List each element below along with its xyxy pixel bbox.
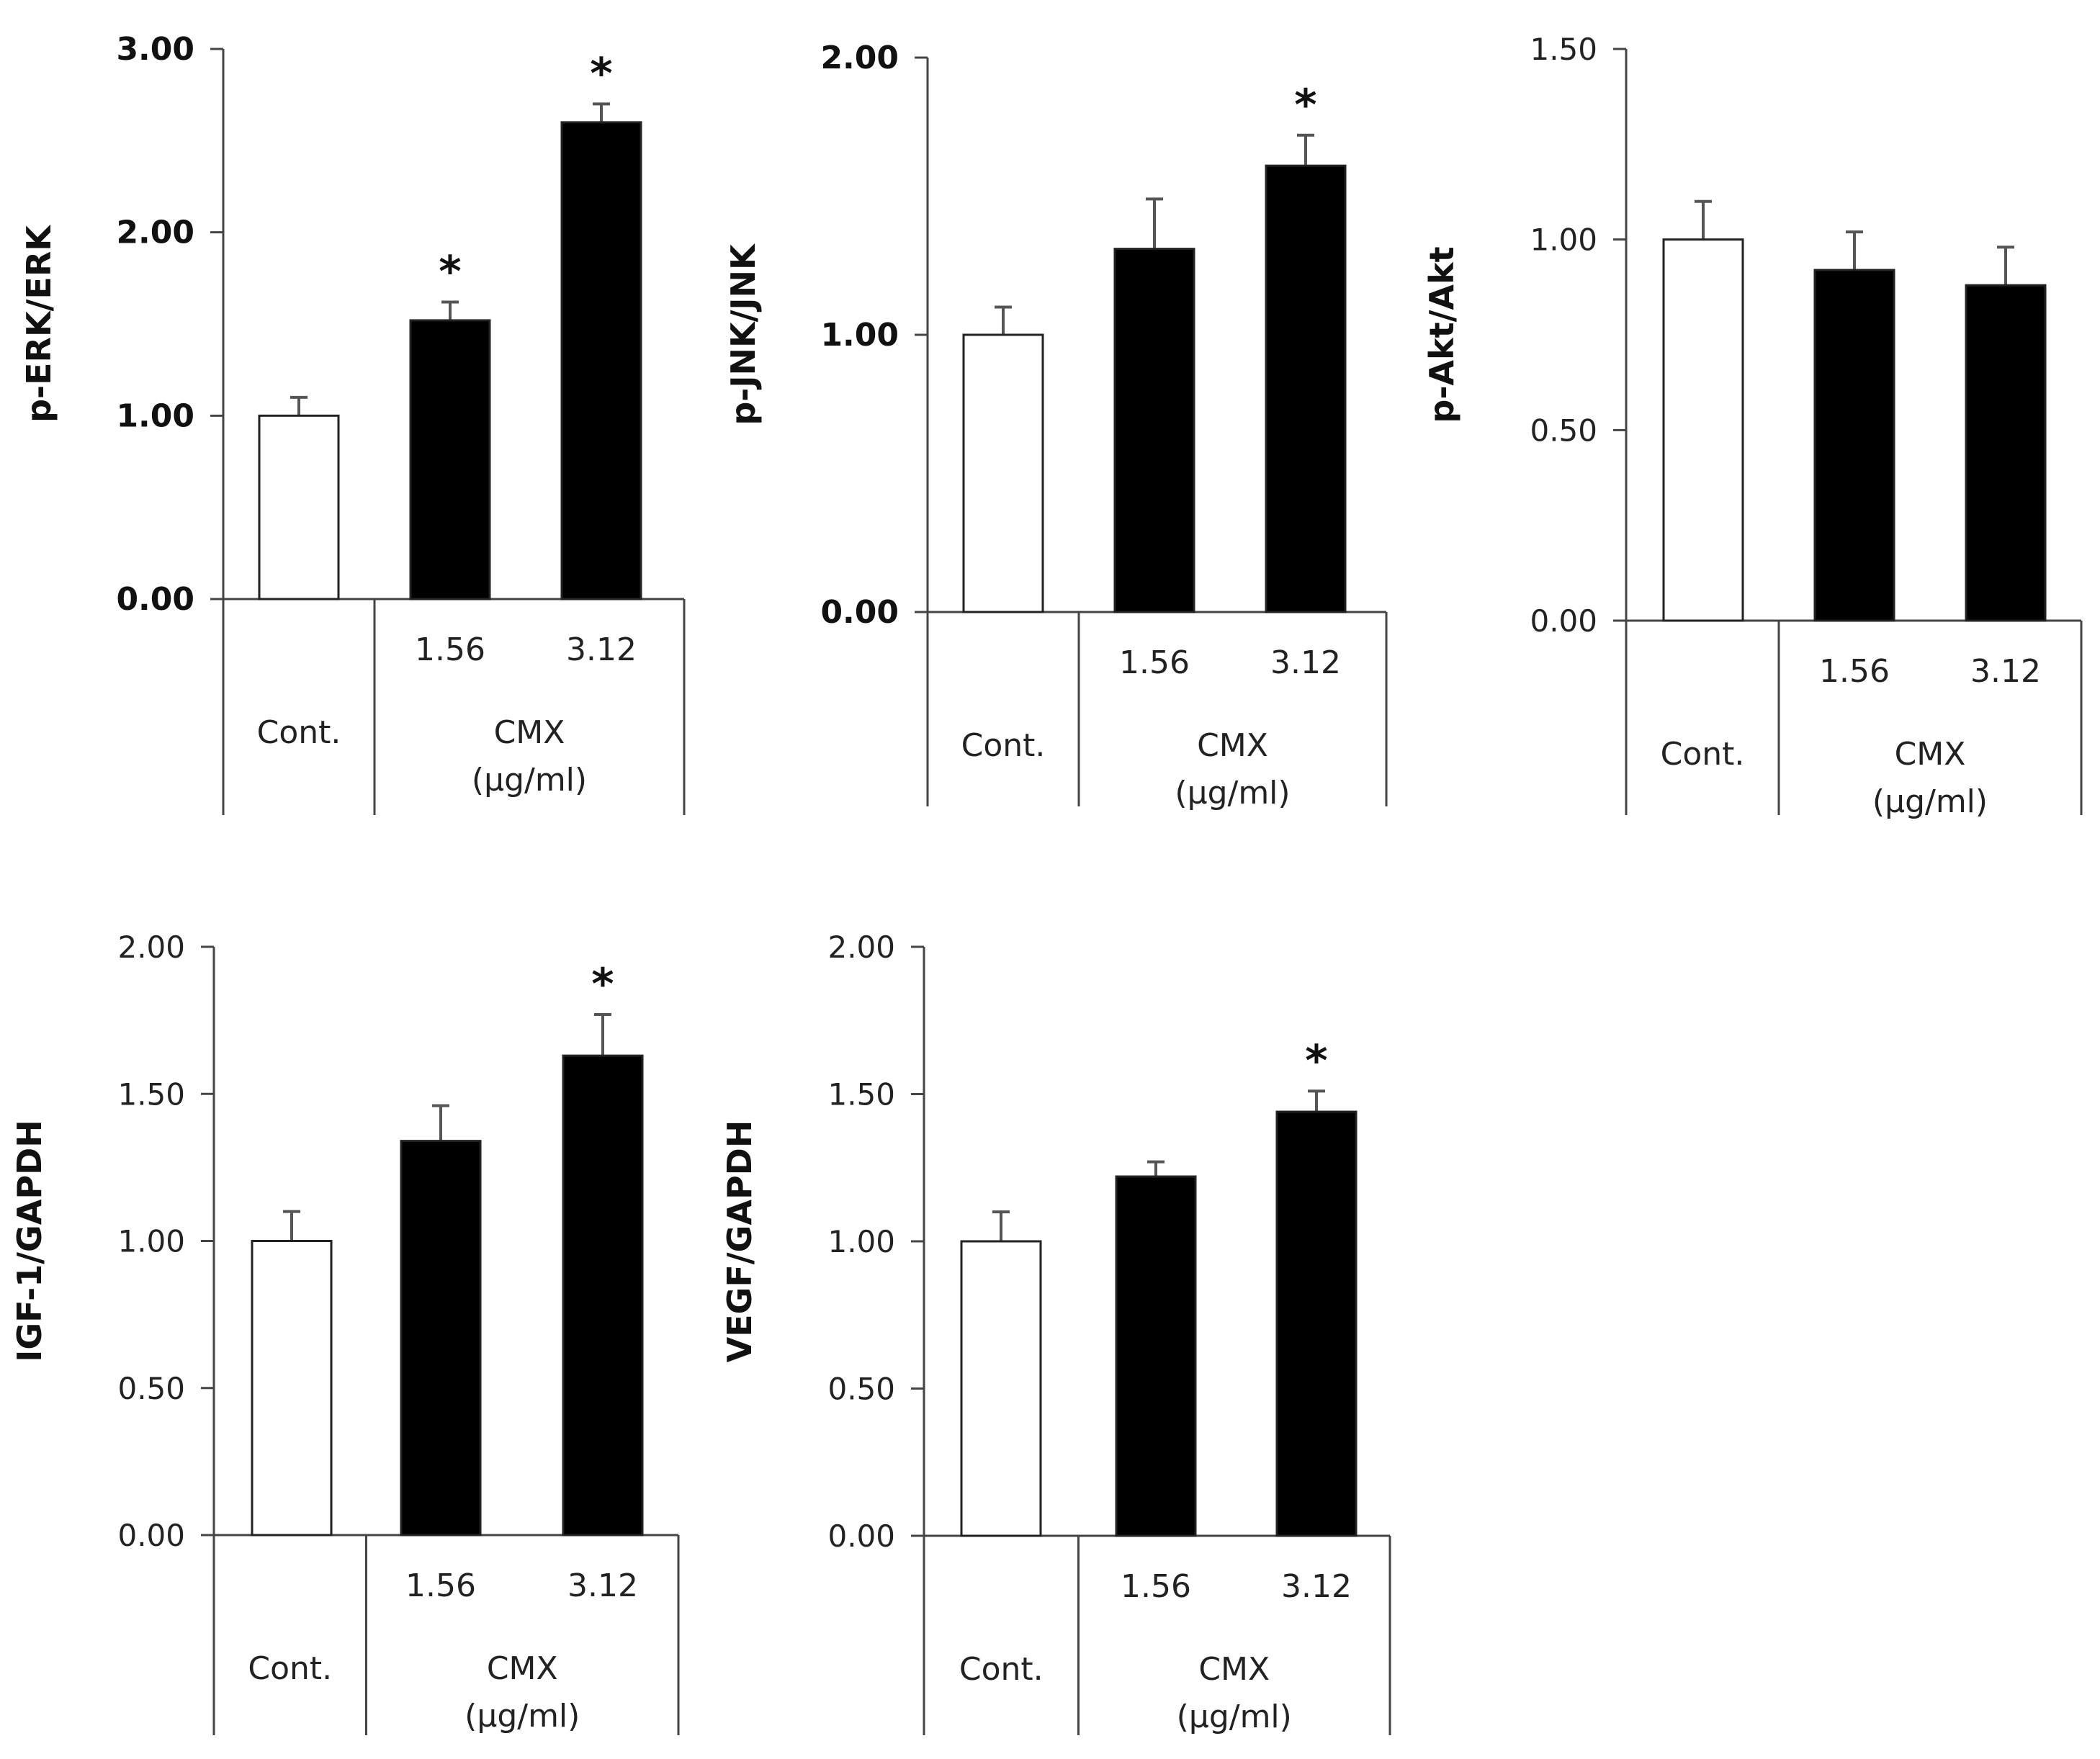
y-tick-label: 2.00	[827, 930, 895, 965]
dose-label-2: 1.56	[1121, 1568, 1191, 1605]
bar-2	[1113, 248, 1195, 613]
y-tick-label: 2.00	[117, 930, 185, 965]
bar-3	[1275, 1110, 1358, 1537]
bar-2	[1115, 1175, 1197, 1537]
y-tick-label: 3.00	[116, 31, 194, 68]
bar-2	[1813, 269, 1895, 622]
y-axis-label: p-Akt/Akt	[1422, 246, 1461, 423]
control-label: Cont.	[959, 1651, 1044, 1688]
y-tick-label: 1.00	[117, 1224, 185, 1259]
y-tick-label: 0.00	[116, 581, 194, 618]
treatment-label: CMX	[1895, 736, 1966, 773]
bar-3	[562, 1054, 644, 1537]
y-axis-label: IGF-1/GAPDH	[10, 1120, 49, 1362]
dose-label-2: 1.56	[1819, 653, 1890, 690]
control-label: Cont.	[257, 714, 341, 751]
dose-label-3: 3.12	[1970, 653, 2041, 690]
dose-label-3: 3.12	[1281, 1568, 1352, 1605]
significance-star-3: *	[590, 48, 612, 99]
significance-star-3: *	[591, 959, 614, 1009]
y-tick-label: 0.50	[117, 1371, 185, 1406]
unit-label: (µg/ml)	[1175, 775, 1290, 811]
dose-label-2: 1.56	[415, 631, 485, 668]
y-tick-label: 0.00	[1530, 603, 1597, 639]
dose-label-3: 3.12	[567, 1567, 638, 1604]
y-tick-label: 1.00	[820, 317, 899, 354]
bar-1	[258, 414, 340, 600]
bar-2	[400, 1140, 482, 1537]
y-axis-label: p-ERK/ERK	[19, 224, 58, 423]
bar-1	[962, 333, 1044, 613]
y-tick-label: 1.50	[827, 1077, 895, 1112]
bar-3	[1265, 164, 1347, 613]
treatment-label: CMX	[494, 714, 565, 751]
bar-1	[960, 1240, 1042, 1537]
chart-panel-2: 0.00 1.00 2.00 p-JNK/JNK * 1.56 3.12 Cont. CMX (µ…	[724, 40, 1388, 811]
y-tick-label: 0.50	[827, 1372, 895, 1407]
bar-3	[560, 121, 642, 600]
y-tick-label: 2.00	[116, 215, 194, 251]
y-axis-label: VEGF/GAPDH	[720, 1120, 759, 1363]
dose-label-2: 1.56	[405, 1567, 476, 1604]
unit-label: (µg/ml)	[1177, 1699, 1292, 1735]
dose-label-3: 3.12	[566, 631, 637, 668]
y-tick-label: 1.50	[117, 1076, 185, 1112]
y-axis-label: p-JNK/JNK	[724, 243, 763, 426]
significance-star-3: *	[1294, 80, 1316, 130]
chart-panel-1: 0.00 1.00 2.00 3.00 p-ERK/ERK * * 1.56 3.12 Cont.…	[19, 31, 686, 815]
y-tick-label: 1.00	[1530, 222, 1597, 258]
y-tick-label: 0.00	[820, 594, 899, 631]
bar-1	[1662, 238, 1744, 622]
treatment-label: CMX	[1198, 1651, 1270, 1688]
y-tick-label: 1.00	[116, 397, 194, 434]
control-label: Cont.	[1661, 736, 1745, 773]
bar-3	[1965, 284, 2047, 622]
control-label: Cont.	[248, 1650, 332, 1687]
control-label: Cont.	[961, 727, 1046, 764]
significance-star-3: *	[1305, 1035, 1327, 1086]
y-tick-label: 0.00	[827, 1519, 895, 1554]
significance-star-2: *	[439, 246, 461, 297]
y-tick-label: 0.50	[1530, 413, 1597, 448]
y-tick-label: 0.00	[117, 1518, 185, 1553]
chart-panel-5: 0.00 0.50 1.00 1.50 2.00 VEGF/GAPDH * 1.56 3.12 C…	[720, 930, 1391, 1735]
y-tick-label: 2.00	[820, 40, 899, 76]
bar-2	[409, 319, 491, 600]
dose-label-3: 3.12	[1270, 644, 1341, 681]
y-tick-label: 1.00	[827, 1224, 895, 1259]
y-tick-label: 1.50	[1530, 32, 1597, 67]
dose-label-2: 1.56	[1119, 644, 1190, 681]
bar-1	[251, 1240, 333, 1537]
unit-label: (µg/ml)	[465, 1698, 580, 1735]
unit-label: (µg/ml)	[1872, 783, 1988, 820]
treatment-label: CMX	[1197, 727, 1268, 764]
treatment-label: CMX	[487, 1650, 558, 1687]
unit-label: (µg/ml)	[472, 762, 587, 798]
chart-panel-3: 0.00 0.50 1.00 1.50 p-Akt/Akt 1.56 3.12 Cont. CM…	[1422, 32, 2083, 820]
chart-panel-4: 0.00 0.50 1.00 1.50 2.00 IGF-1/GAPDH * 1.56 3.12…	[10, 930, 680, 1735]
